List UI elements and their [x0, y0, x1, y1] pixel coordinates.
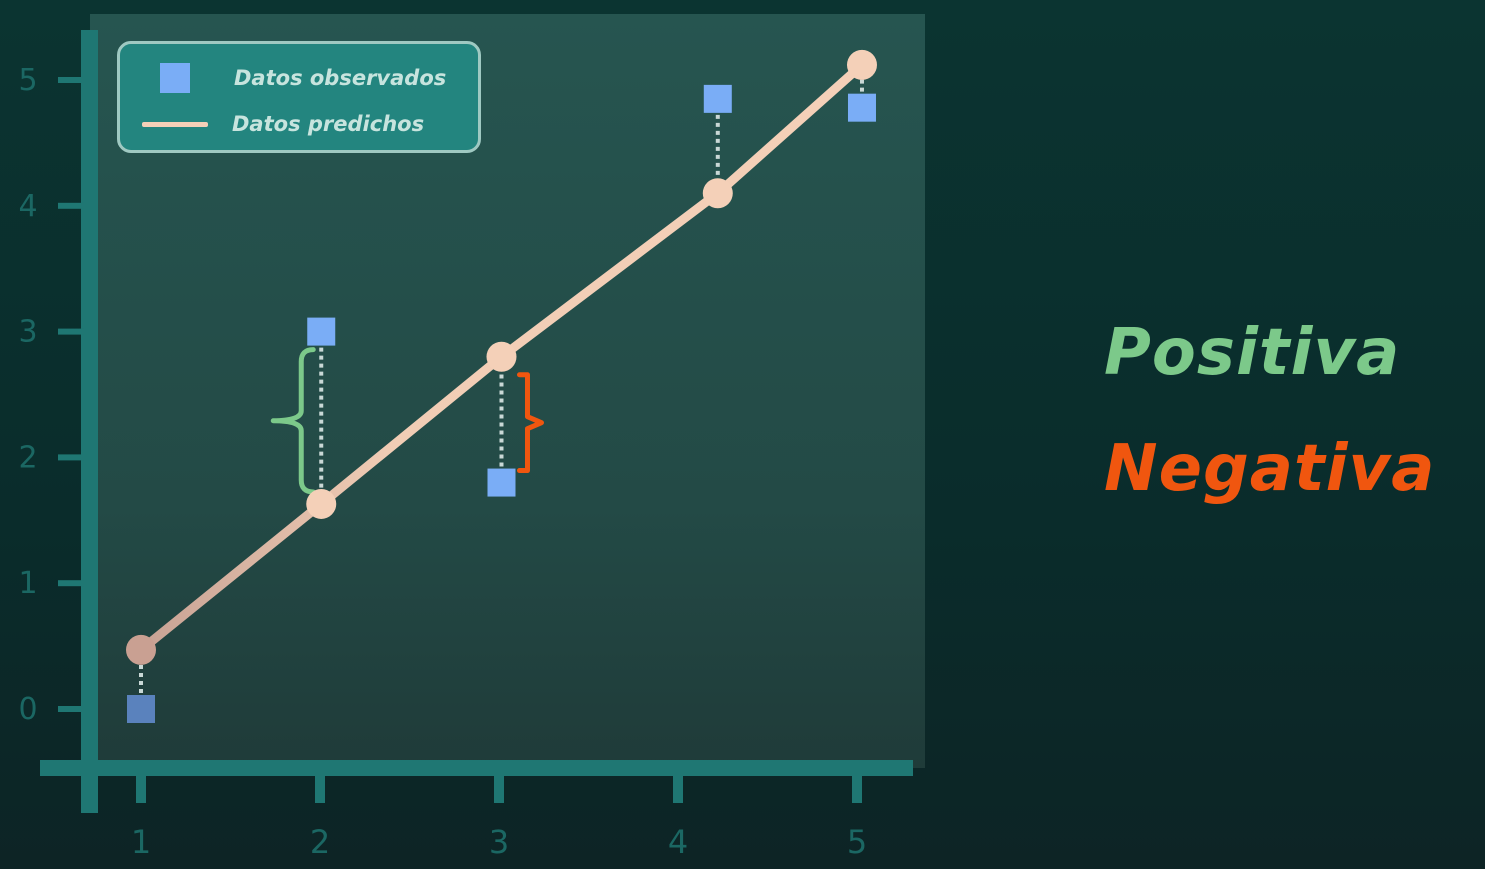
- chart-legend: Datos observados Datos predichos: [117, 41, 481, 153]
- observed-point: [127, 695, 155, 723]
- predicted-point: [702, 178, 733, 209]
- y-tick-mark: [58, 706, 84, 712]
- y-tick-label: 2: [18, 440, 37, 475]
- observed-point: [487, 468, 516, 497]
- x-tick-label: 4: [668, 823, 688, 861]
- y-tick-label: 1: [18, 566, 37, 601]
- observed-square-icon: [160, 63, 190, 93]
- positive-residual-label: Positiva: [1104, 316, 1401, 390]
- x-tick-label: 5: [847, 823, 867, 861]
- predicted-point: [126, 634, 156, 665]
- y-axis-line: [81, 30, 98, 813]
- y-tick-label: 3: [18, 315, 37, 350]
- predicted-line-icon: [142, 121, 208, 127]
- x-tick-mark: [673, 772, 683, 803]
- y-tick-mark: [58, 328, 84, 335]
- y-tick-mark: [58, 454, 84, 461]
- x-axis-line: [40, 760, 913, 776]
- residual-brace: [516, 372, 544, 474]
- predicted-point: [846, 49, 877, 80]
- legend-observed-label: Datos observados: [234, 66, 447, 90]
- y-tick-mark: [58, 580, 84, 587]
- observed-point: [307, 317, 336, 346]
- y-tick-label: 4: [18, 189, 37, 224]
- observed-point: [703, 84, 732, 113]
- x-tick-mark: [136, 772, 146, 803]
- y-tick-label: 5: [18, 63, 37, 98]
- observed-point: [847, 93, 876, 122]
- x-tick-label: 3: [489, 823, 509, 861]
- x-tick-mark: [852, 772, 862, 803]
- y-tick-label: 0: [18, 692, 37, 727]
- negative-residual-label: Negativa: [1104, 432, 1436, 506]
- y-tick-mark: [58, 202, 84, 209]
- y-tick-mark: [58, 77, 84, 83]
- x-tick-mark: [494, 772, 504, 803]
- legend-predicted-label: Datos predichos: [232, 112, 425, 136]
- x-tick-mark: [315, 772, 325, 803]
- x-tick-label: 2: [310, 823, 330, 861]
- residual-brace: [270, 347, 316, 495]
- x-tick-label: 1: [131, 823, 151, 861]
- predicted-point: [486, 341, 517, 372]
- predicted-point: [306, 488, 337, 519]
